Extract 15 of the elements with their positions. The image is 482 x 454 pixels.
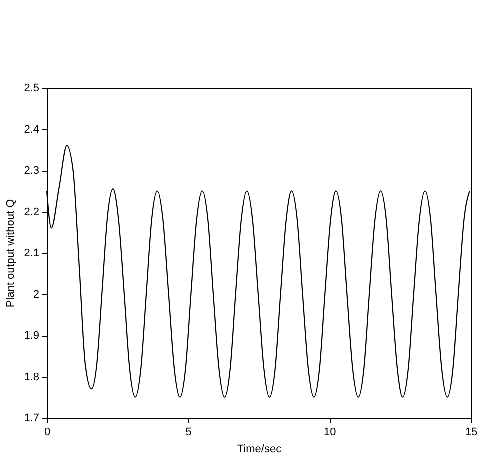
x-tick-label: 10 [324,426,336,438]
y-tick-label: 1.7 [24,412,40,424]
x-tick-label: 5 [186,426,192,438]
y-tick-label: 1.8 [24,371,40,384]
y-axis-title: Plant output without Q [5,198,18,308]
y-tick-label: 2 [33,288,40,301]
y-tick-label: 2.1 [24,248,40,260]
y-tick-label: 1.9 [24,330,40,342]
y-tick-label: 2.4 [24,124,40,136]
y-tick-label: 2.5 [24,82,40,94]
x-tick-label: 15 [465,426,478,438]
x-tick-label: 0 [44,426,51,438]
y-tick-label: 2.2 [24,206,40,218]
y-tick-label: 2.3 [24,165,40,177]
x-axis-title: Time/sec [237,444,282,454]
